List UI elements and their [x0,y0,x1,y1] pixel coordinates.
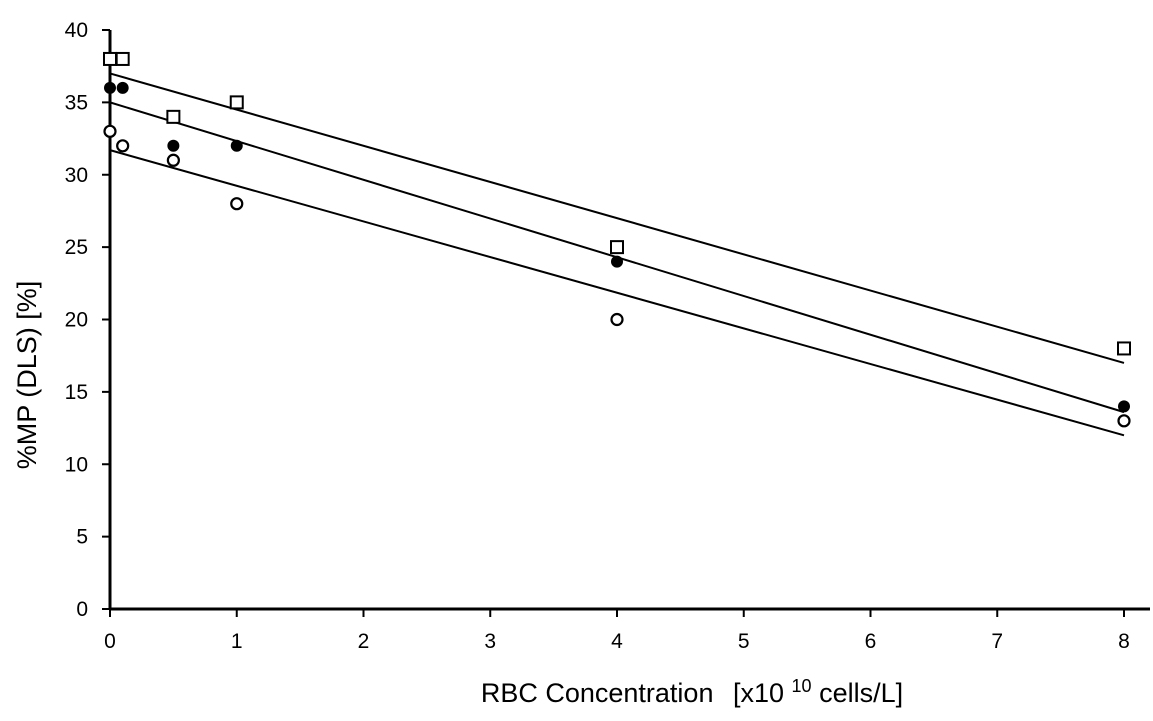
y-tick-label: 10 [65,453,88,476]
x-tick-label: 7 [991,630,1003,653]
data-point-filled-circle [230,139,243,152]
data-point-square [1117,341,1131,356]
data-point-open-circle [103,124,117,138]
y-axis-label: %MP (DLS) [%] [12,281,42,470]
x-tick-label: 8 [1118,630,1130,653]
x-tick-label: 1 [231,630,243,653]
y-tick-label: 15 [65,381,88,404]
data-point-open-circle [116,139,130,153]
y-tick-label: 25 [65,236,88,259]
data-point-open-circle [1117,414,1131,428]
x-tick-label: 5 [738,630,750,653]
trendline [109,72,1125,364]
x-axis-label-units-sup: 10 [792,676,812,696]
data-point-filled-circle [1118,400,1130,413]
data-point-square [610,240,624,255]
data-point-square [103,51,117,66]
data-points [103,51,1131,428]
data-point-filled-circle [167,139,180,152]
y-tick-label: 30 [65,164,88,187]
x-axis-label-units-close: cells/L] [819,678,903,708]
data-point-filled-circle [104,81,116,94]
trendline [109,149,1125,437]
y-tick-label: 40 [65,19,88,42]
x-tick-label: 4 [611,630,623,653]
data-point-open-circle [610,312,624,327]
x-axis-label-units-open: [x10 [733,678,784,708]
y-tick-label: 20 [65,309,88,332]
data-point-filled-circle [611,255,623,268]
x-axis-label-main: RBC Concentration [481,678,714,708]
data-point-open-circle [230,197,244,211]
data-point-open-circle [166,153,180,167]
x-tick-label: 0 [104,630,116,653]
data-point-square [115,51,130,66]
x-tick-label: 2 [358,630,370,653]
data-point-square [229,95,244,110]
x-tick-label: 3 [484,630,496,653]
y-tick-label: 5 [76,526,88,549]
ticks: 0 5 10 15 20 25 30 35 40 0 1 2 3 4 5 6 7 8 [65,19,1130,653]
x-tick-label: 6 [865,630,877,653]
data-point-square [166,109,181,124]
data-point-filled-circle [116,81,129,94]
x-axis-label: RBC Concentration [x10 10 cells/L] [481,668,903,708]
trendlines [109,72,1125,437]
y-tick-label: 35 [65,91,88,114]
y-tick-label: 0 [76,598,88,621]
